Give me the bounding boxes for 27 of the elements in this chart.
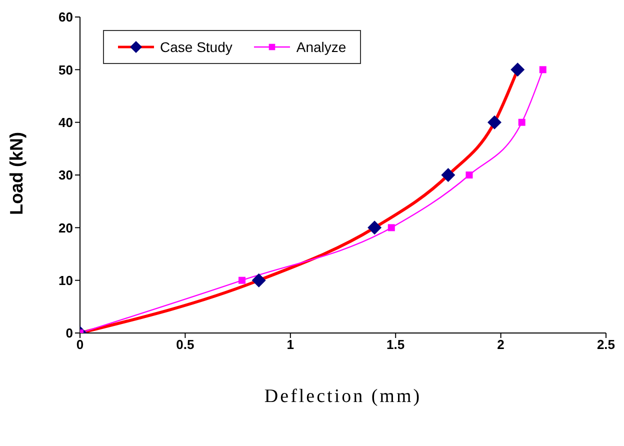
y-tick-label: 50 <box>58 62 73 78</box>
point <box>518 118 526 126</box>
point <box>487 115 502 130</box>
point <box>388 224 395 232</box>
point <box>510 62 525 77</box>
point <box>368 220 382 235</box>
y-tick-label: 20 <box>58 220 73 236</box>
x-axis-title: Deflection (mm) <box>264 386 422 407</box>
y-tick-label: 30 <box>58 168 73 183</box>
legend-label: Analyze <box>296 39 346 55</box>
x-tick-label: 1 <box>286 337 294 352</box>
y-tick-label: 10 <box>58 272 73 288</box>
x-tick-label: 0.5 <box>176 337 194 352</box>
x-tick-label: 0 <box>76 337 84 352</box>
y-axis-title: Load (kN) <box>6 132 26 215</box>
point <box>441 168 456 182</box>
point <box>466 172 473 178</box>
point <box>252 273 266 288</box>
point <box>238 276 246 284</box>
y-tick-label: 60 <box>58 10 73 25</box>
y-tick-label: 0 <box>66 326 73 341</box>
legend-label: Case Study <box>160 39 232 55</box>
y-tick-label: 40 <box>58 114 73 130</box>
x-tick-label: 2.5 <box>596 337 616 352</box>
x-tick-label: 2 <box>497 337 504 352</box>
point <box>539 66 546 74</box>
x-tick-label: 1.5 <box>386 337 405 352</box>
